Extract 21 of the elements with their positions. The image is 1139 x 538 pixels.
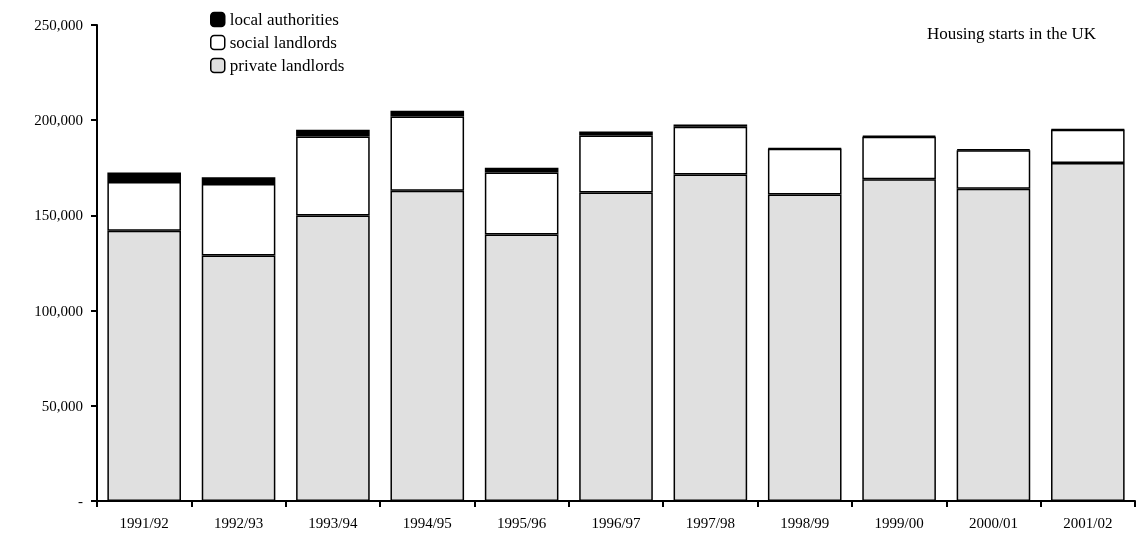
x-tick-label: 1997/98 [685, 514, 735, 531]
legend-label: private landlords [229, 56, 345, 75]
x-tick-label: 1991/92 [119, 514, 169, 531]
x-tick-label: 1994/95 [402, 514, 452, 531]
x-tick-label: 1995/96 [497, 514, 547, 531]
x-tick-label: 1996/97 [591, 514, 642, 531]
y-tick-label: 150,000 [34, 207, 83, 224]
y-tick-label: 250,000 [34, 17, 83, 33]
x-tick-label: 1998/99 [780, 514, 830, 531]
x-tick-label: 2000/01 [968, 514, 1019, 531]
chart-title: Housing starts in the UK [926, 24, 1097, 43]
y-tick-label: - [78, 493, 83, 509]
legend-label: social landlords [229, 33, 337, 52]
x-tick-label: 1992/93 [213, 514, 264, 531]
y-tick-label: 200,000 [34, 112, 83, 129]
y-tick-label: 100,000 [34, 302, 83, 319]
x-tick-label: 1993/94 [308, 514, 358, 531]
x-tick-label: 2001/02 [1063, 514, 1113, 531]
x-tick-label: 1999/00 [874, 514, 924, 531]
legend-label: local authorities [229, 10, 339, 29]
y-tick-label: 50,000 [41, 397, 83, 414]
